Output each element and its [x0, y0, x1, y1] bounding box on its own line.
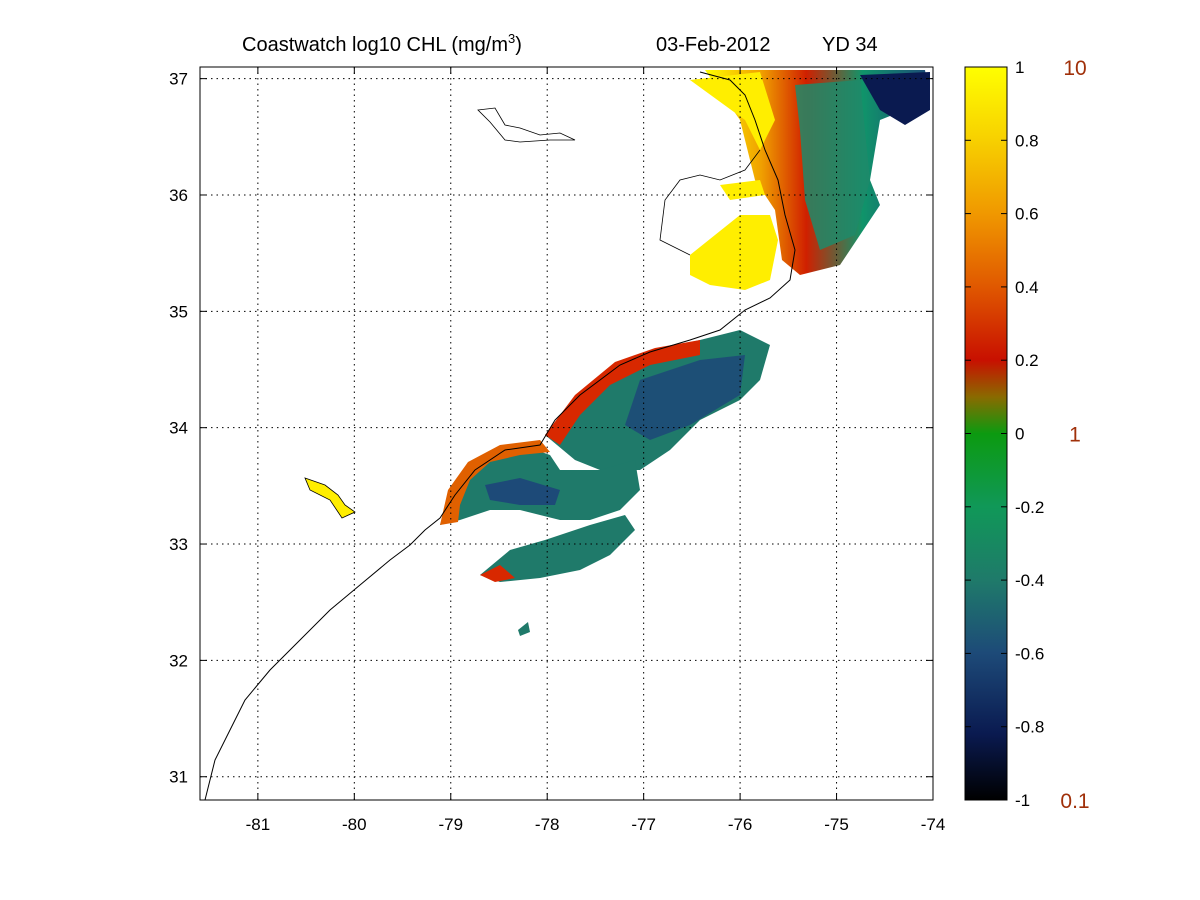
coastline: [204, 71, 796, 800]
plot-frame: [199, 66, 934, 801]
x-tick-label: -80: [342, 815, 367, 834]
chl-north-offshore: [860, 72, 930, 125]
chl-albemarle: [720, 180, 765, 200]
y-tick-label: 35: [169, 302, 188, 321]
colorbar-tick-label: -0.2: [1015, 498, 1044, 517]
colorbar-tick-label: -1: [1015, 791, 1030, 810]
colorbar-gradient: [964, 66, 1008, 801]
y-tick-label: 31: [169, 768, 188, 787]
colorbar-tick-label: 0.6: [1015, 205, 1039, 224]
x-tick-label: -81: [246, 815, 271, 834]
colorbar: 1 0.8 0.6 0.4 0.2 0 -0.2 -0.4 -0.6 -0.8 -1 10 1 0.1: [964, 57, 1090, 813]
colorbar-concentration-labels: 10 1 0.1: [1060, 57, 1089, 813]
colorbar-ticks: 1 0.8 0.6 0.4 0.2 0 -0.2 -0.4 -0.6 -0.8 -1: [965, 58, 1044, 810]
y-axis: 31 32 33 34 35 36 37: [169, 70, 933, 787]
colorbar-concentration-label: 0.1: [1060, 790, 1089, 813]
x-axis: -81 -80 -79 -78 -77 -76 -75 -74: [246, 67, 946, 834]
x-tick-label: -78: [535, 815, 560, 834]
x-tick-label: -79: [438, 815, 463, 834]
chl-north-offshore-green: [795, 80, 870, 250]
colorbar-tick-label: 0: [1015, 425, 1024, 444]
chl-south-patch: [480, 515, 635, 582]
chl-inland-lake: [304, 477, 356, 519]
pamlico-shoreline: [659, 149, 761, 256]
chl-onslow-deep: [625, 355, 745, 440]
chl-north-coast: [690, 72, 775, 150]
colorbar-concentration-label: 10: [1063, 57, 1086, 80]
chl-long-bay-deep: [485, 478, 560, 505]
x-tick-label: -74: [921, 815, 946, 834]
chl-south-patch-red: [480, 565, 515, 582]
y-tick-label: 37: [169, 70, 188, 89]
chlorophyll-field: [204, 70, 930, 800]
colorbar-tick-label: -0.4: [1015, 571, 1044, 590]
colorbar-tick-label: 1: [1015, 58, 1024, 77]
y-tick-label: 32: [169, 651, 188, 670]
colorbar-tick-label: -0.6: [1015, 644, 1044, 663]
map-plot-area: -81 -80 -79 -78 -77 -76 -75 -74 31 32 33 34 35 36 37: [169, 66, 946, 834]
river-lake: [477, 107, 576, 143]
colorbar-tick-label: -0.8: [1015, 718, 1044, 737]
x-tick-label: -75: [824, 815, 849, 834]
x-tick-label: -77: [631, 815, 656, 834]
x-tick-label: -76: [728, 815, 753, 834]
chart-date: 03-Feb-2012: [656, 34, 771, 56]
colorbar-tick-label: 0.2: [1015, 351, 1039, 370]
chart-title: Coastwatch log10 CHL (mg/m3): [242, 31, 522, 56]
y-tick-label: 34: [169, 419, 188, 438]
chl-pamlico-sound: [690, 215, 778, 290]
chl-south-islet: [518, 622, 530, 636]
colorbar-concentration-label: 1: [1069, 424, 1081, 447]
colorbar-tick-label: 0.4: [1015, 278, 1039, 297]
colorbar-tick-label: 0.8: [1015, 131, 1039, 150]
y-tick-label: 36: [169, 186, 188, 205]
chart-yearday: YD 34: [822, 34, 878, 56]
y-tick-label: 33: [169, 535, 188, 554]
chl-onslow-coastal: [545, 340, 700, 445]
